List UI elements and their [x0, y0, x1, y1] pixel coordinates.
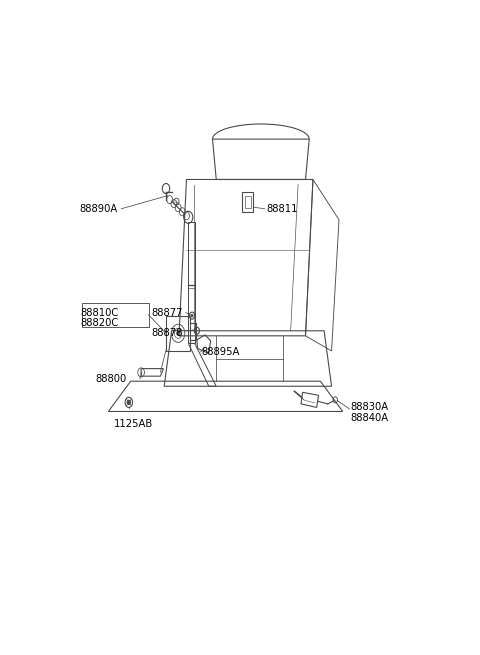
Text: 88840A: 88840A	[350, 413, 388, 422]
Bar	[83, 303, 148, 327]
Text: 88830A: 88830A	[350, 402, 388, 413]
Circle shape	[127, 400, 130, 404]
Text: 1125AB: 1125AB	[114, 419, 153, 429]
Text: 88895A: 88895A	[202, 347, 240, 357]
Text: 88800: 88800	[96, 374, 127, 384]
Bar	[244, 196, 251, 208]
Circle shape	[190, 312, 195, 319]
Text: 88878: 88878	[151, 328, 182, 338]
Bar	[166, 316, 190, 351]
Text: 88811: 88811	[266, 204, 298, 214]
Circle shape	[177, 331, 180, 335]
Text: 88820C: 88820C	[81, 318, 119, 328]
Circle shape	[191, 314, 193, 317]
Bar	[242, 192, 253, 212]
Text: 88890A: 88890A	[79, 204, 118, 214]
Text: 88810C: 88810C	[81, 308, 119, 318]
Text: 88877: 88877	[151, 308, 182, 318]
